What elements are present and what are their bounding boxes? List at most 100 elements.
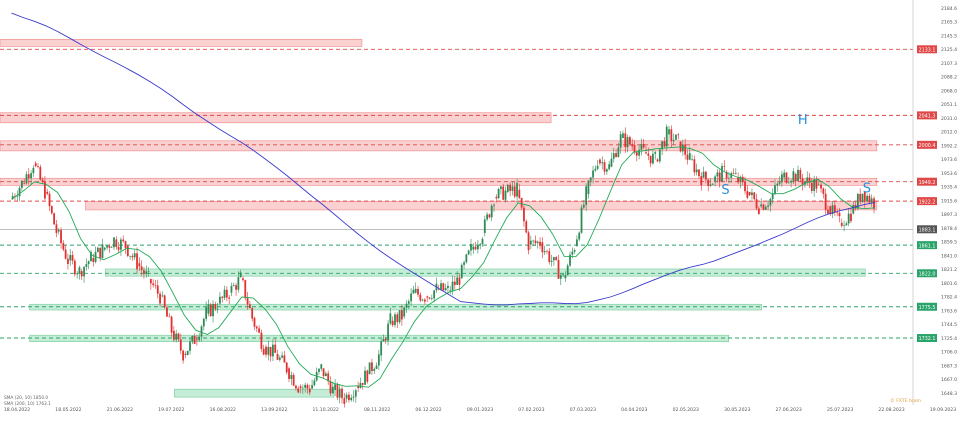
candle-down xyxy=(873,198,875,209)
candle-up xyxy=(331,386,334,394)
candle-down xyxy=(71,255,74,261)
candle-down xyxy=(718,172,721,182)
candle-up xyxy=(338,388,341,398)
candle-down xyxy=(193,336,196,344)
candle-up xyxy=(861,193,864,202)
candle-down xyxy=(336,384,339,398)
candle-down xyxy=(143,270,145,275)
candle-up xyxy=(186,350,189,355)
candle-down xyxy=(744,181,746,192)
candle-up xyxy=(470,244,472,251)
candle-up xyxy=(764,206,767,210)
candle-up xyxy=(129,255,132,257)
candle-down xyxy=(647,153,650,156)
candle-down xyxy=(453,281,456,285)
y-tick-label: 1915.6 xyxy=(941,198,957,204)
candle-down xyxy=(55,224,58,233)
candle-up xyxy=(612,153,615,159)
candle-up xyxy=(580,207,583,233)
y-tick-label: 1992.2 xyxy=(941,143,957,149)
candle-down xyxy=(27,174,30,179)
y-tick-label: 1841.0 xyxy=(941,253,957,259)
y-tick-label: 1878.4 xyxy=(941,226,957,232)
candle-up xyxy=(389,313,392,324)
y-tick-label: 1667.0 xyxy=(941,377,957,383)
candle-down xyxy=(755,199,758,209)
candle-up xyxy=(792,171,795,181)
candle-up xyxy=(133,253,136,258)
candle-down xyxy=(48,193,51,207)
candle-up xyxy=(189,341,191,351)
candle-up xyxy=(845,223,848,226)
candle-down xyxy=(124,241,127,249)
candle-down xyxy=(269,346,272,357)
candle-up xyxy=(608,164,611,170)
legend-entry: SMA (200, 10) 1763.1 xyxy=(4,401,51,407)
x-tick-label: 16.08.2022 xyxy=(210,407,236,413)
last-price-tag xyxy=(917,225,937,234)
candle-down xyxy=(99,247,102,258)
candle-up xyxy=(456,277,459,285)
candle-up xyxy=(610,158,613,167)
candle-down xyxy=(276,353,279,360)
y-tick-label: 1935.4 xyxy=(941,185,957,191)
candle-down xyxy=(196,339,198,341)
candle-down xyxy=(80,271,83,277)
candle-down xyxy=(548,251,551,262)
candle-up xyxy=(479,244,482,246)
candle-up xyxy=(345,394,348,399)
candle-up xyxy=(103,247,106,250)
candle-up xyxy=(352,396,355,398)
candle-down xyxy=(163,295,166,308)
candle-down xyxy=(539,241,541,246)
resistance-zone xyxy=(85,200,878,211)
candle-up xyxy=(414,288,417,293)
candle-down xyxy=(829,206,832,215)
x-tick-label: 06.12.2022 xyxy=(415,407,441,413)
candle-up xyxy=(529,240,532,245)
x-axis: 18.04.2022 18.05.2022 21.06.2022 19.07.2022… xyxy=(4,407,956,413)
x-tick-label: 22.08.2023 xyxy=(878,407,904,413)
candle-down xyxy=(184,353,187,355)
candle-up xyxy=(675,134,677,140)
candle-down xyxy=(341,388,343,399)
candle-down xyxy=(428,297,431,299)
candle-up xyxy=(387,323,389,341)
candle-down xyxy=(488,214,491,218)
candle-down xyxy=(704,171,707,180)
annotations-layer: S H S xyxy=(721,113,871,198)
candle-up xyxy=(216,308,219,310)
candle-up xyxy=(11,196,14,200)
candle-up xyxy=(571,251,574,255)
candle-up xyxy=(449,290,452,292)
candle-down xyxy=(527,232,530,251)
candle-down xyxy=(73,260,76,275)
pattern-label: S xyxy=(721,183,729,198)
x-tick-label: 07.03.2023 xyxy=(570,407,596,413)
candle-down xyxy=(417,288,419,295)
candle-up xyxy=(447,285,449,289)
candle-up xyxy=(30,173,32,179)
y-tick-label: 2184.6 xyxy=(941,6,957,12)
candle-down xyxy=(868,195,871,203)
candle-up xyxy=(654,152,657,154)
candle-down xyxy=(827,209,829,214)
candle-down xyxy=(785,172,788,183)
candle-up xyxy=(596,165,599,169)
candle-up xyxy=(207,304,210,314)
candle-down xyxy=(265,346,267,355)
candle-down xyxy=(154,285,157,286)
candle-down xyxy=(850,213,852,222)
candle-up xyxy=(304,384,307,388)
candle-down xyxy=(62,243,65,250)
candle-up xyxy=(582,204,585,208)
candle-up xyxy=(57,230,60,232)
candle-up xyxy=(672,139,675,142)
support-level-tag-label: 1861.1 xyxy=(919,243,936,249)
candle-down xyxy=(50,206,53,214)
candle-up xyxy=(200,326,203,337)
candle-up xyxy=(239,272,242,278)
candle-up xyxy=(421,299,424,301)
candle-up xyxy=(652,153,654,164)
candle-up xyxy=(32,168,35,174)
